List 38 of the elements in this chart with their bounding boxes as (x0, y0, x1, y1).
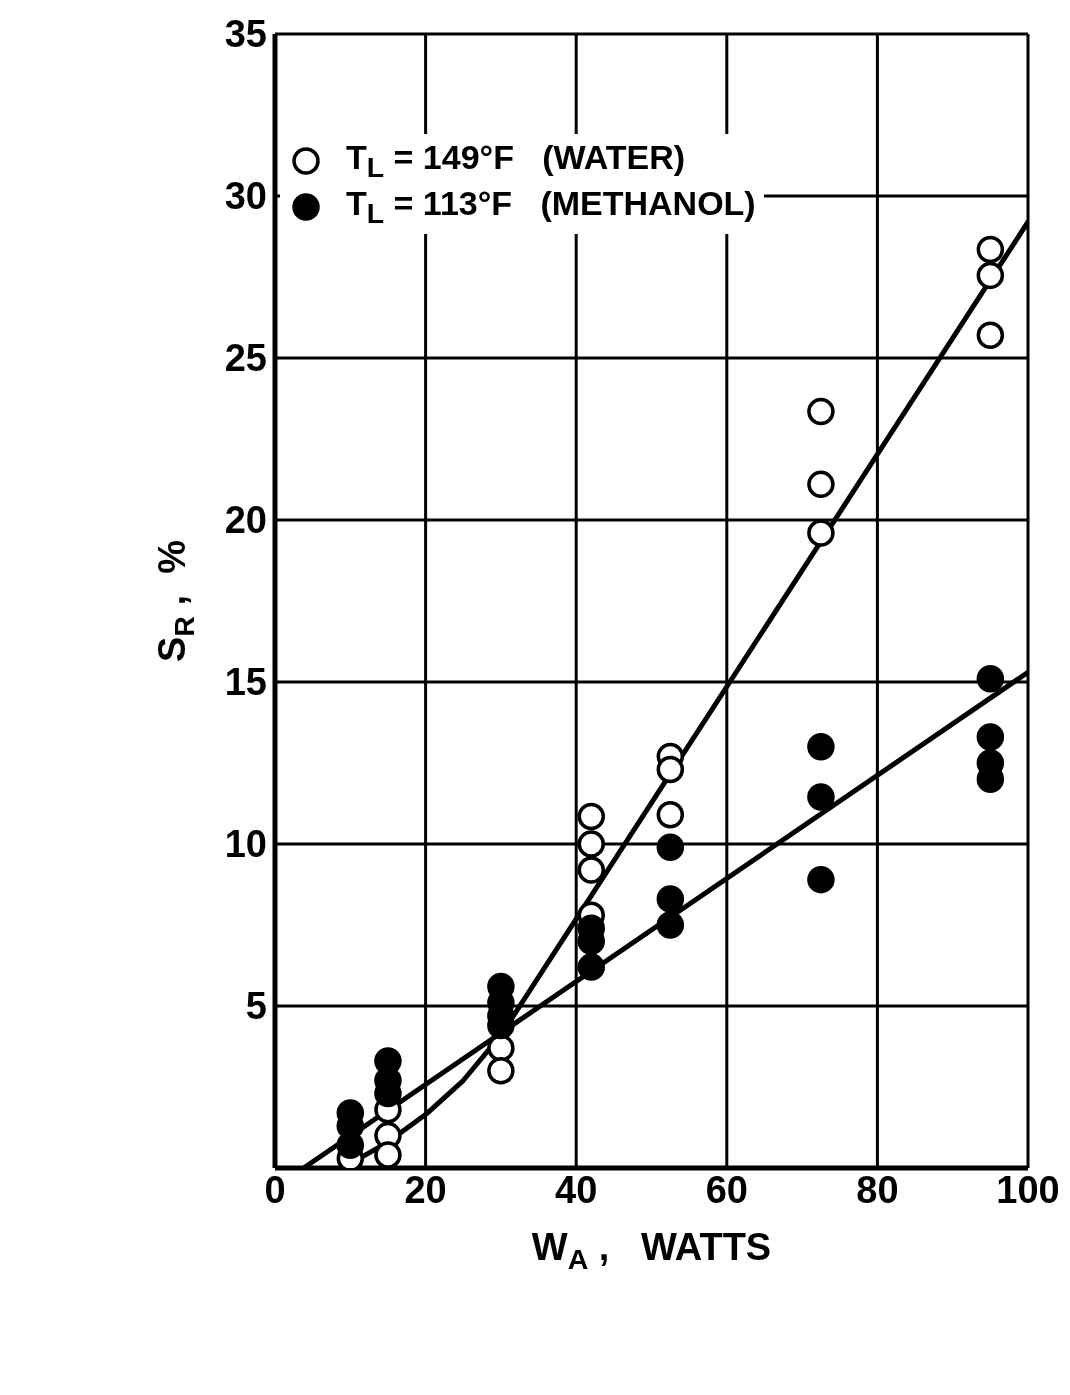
x-tick-label: 40 (555, 1168, 598, 1211)
y-tick-label: 5 (245, 985, 267, 1028)
legend-label: T$_{L}$ = 113°F (METHANOL) (346, 184, 756, 230)
y-tick-label: 10 (224, 823, 267, 866)
x-tick-label: 20 (404, 1168, 447, 1211)
y-tick-label: 35 (224, 13, 267, 56)
point (807, 733, 835, 761)
point (656, 833, 685, 861)
point (976, 665, 1005, 693)
x-tick-label: 80 (856, 1168, 899, 1211)
point (577, 802, 606, 831)
point (577, 856, 606, 884)
point (807, 865, 835, 894)
point (807, 470, 835, 499)
legend-label: T$_{L}$ = 149°F (WATER) (346, 138, 686, 184)
point (656, 755, 685, 784)
point (807, 397, 835, 426)
point (577, 953, 606, 981)
point (807, 783, 835, 811)
y-tick-label: 20 (224, 499, 267, 542)
point (656, 801, 685, 829)
x-tick-label: 60 (705, 1168, 748, 1211)
x-axis-title: W$_{A}$ , WATTS (531, 1226, 772, 1275)
point (976, 723, 1005, 751)
point (976, 261, 1005, 290)
y-tick-label: 30 (224, 175, 267, 218)
point (656, 885, 685, 913)
point (577, 830, 606, 858)
point (374, 1141, 402, 1168)
point (807, 519, 835, 547)
y-tick-label: 25 (224, 337, 267, 380)
point (976, 321, 1005, 350)
point (487, 1057, 515, 1085)
x-tick-label: 0 (264, 1168, 286, 1211)
y-tick-label: 15 (224, 661, 267, 704)
point (976, 235, 1005, 264)
x-tick-label: 100 (996, 1168, 1060, 1211)
point (656, 911, 685, 939)
